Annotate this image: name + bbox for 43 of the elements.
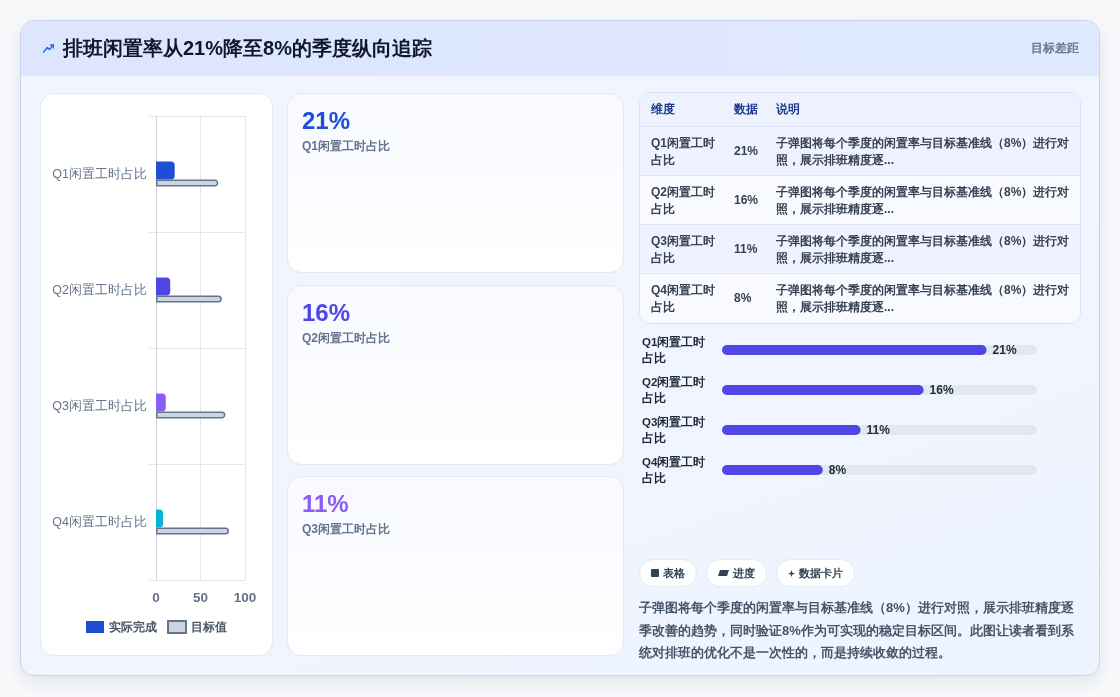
y-tick-label: Q2闲置工时占比 xyxy=(52,283,147,297)
bar xyxy=(156,393,166,412)
text: 子弹图将每个季度的闲置率与目标基准线（8%）进行对照，展示排班精度逐... xyxy=(776,234,1070,265)
text: 11% xyxy=(734,242,758,257)
text: 排班闲置率从21%降至8%的季度纵向追踪 xyxy=(63,37,432,59)
y-tick-label: Q1闲置工时占比 xyxy=(52,167,147,181)
text: 16% xyxy=(734,193,759,208)
bar xyxy=(156,161,175,180)
category-label: Q3闲置工时占比 xyxy=(302,522,391,536)
text: 子弹图将每个季度的闲置率与目标基准线（8%）进行对照，展示排班精度逐... xyxy=(776,185,1070,216)
category-label: 进度 xyxy=(733,566,755,579)
text: 说明 xyxy=(776,101,800,118)
legend-label: 目标值 xyxy=(191,620,227,634)
text: 目标差距 xyxy=(1031,41,1079,55)
category-label: 表格 xyxy=(663,566,685,579)
x-tick-label: 50 xyxy=(192,589,209,605)
category-label: Q2闲置工时占比 xyxy=(302,330,391,345)
y-tick-label: Q3闲置工时占比 xyxy=(52,399,147,413)
data-label: 11% xyxy=(302,490,349,517)
text: 子弹图将每个季度的闲置率与目标基准线（8%）进行对照，展示排班精度逐... xyxy=(776,283,1070,314)
y-tick-label: Q2闲置工时占比 xyxy=(642,375,706,404)
text: 21% xyxy=(734,144,759,159)
category-label: 数据卡片 xyxy=(799,566,843,579)
text: 数据 xyxy=(734,101,758,118)
text: 维度 xyxy=(651,101,675,118)
category-label: Q1闲置工时占比 xyxy=(302,139,391,153)
x-tick-label: 0 xyxy=(152,589,160,605)
data-label: 21% xyxy=(992,343,1017,357)
data-label: 21% xyxy=(302,107,351,134)
text: 8% xyxy=(734,291,752,306)
y-tick-label: Q4闲置工时占比 xyxy=(52,515,147,529)
data-label: 16% xyxy=(929,383,954,397)
legend-label: 实际完成 xyxy=(109,620,157,634)
text: 子弹图将每个季度的闲置率与目标基准线（8%）进行对照，展示排班精度逐季改善的趋势，同时验证8%作为可实现的稳定目标区间。此图让读者看到系统对排班的优化不是一次性的，而是持续收敛的过程。 xyxy=(639,600,1074,660)
y-tick-label: Q4闲置工时占比 xyxy=(642,455,706,484)
x-tick-label: 100 xyxy=(233,589,257,605)
bar xyxy=(156,277,171,296)
y-tick-label: Q3闲置工时占比 xyxy=(642,415,706,444)
text: 子弹图将每个季度的闲置率与目标基准线（8%）进行对照，展示排班精度逐... xyxy=(776,136,1070,167)
y-tick-label: Q1闲置工时占比 xyxy=(642,335,706,364)
data-label: 11% xyxy=(866,423,891,437)
data-label: 16% xyxy=(302,298,351,326)
data-label: 8% xyxy=(828,463,847,477)
